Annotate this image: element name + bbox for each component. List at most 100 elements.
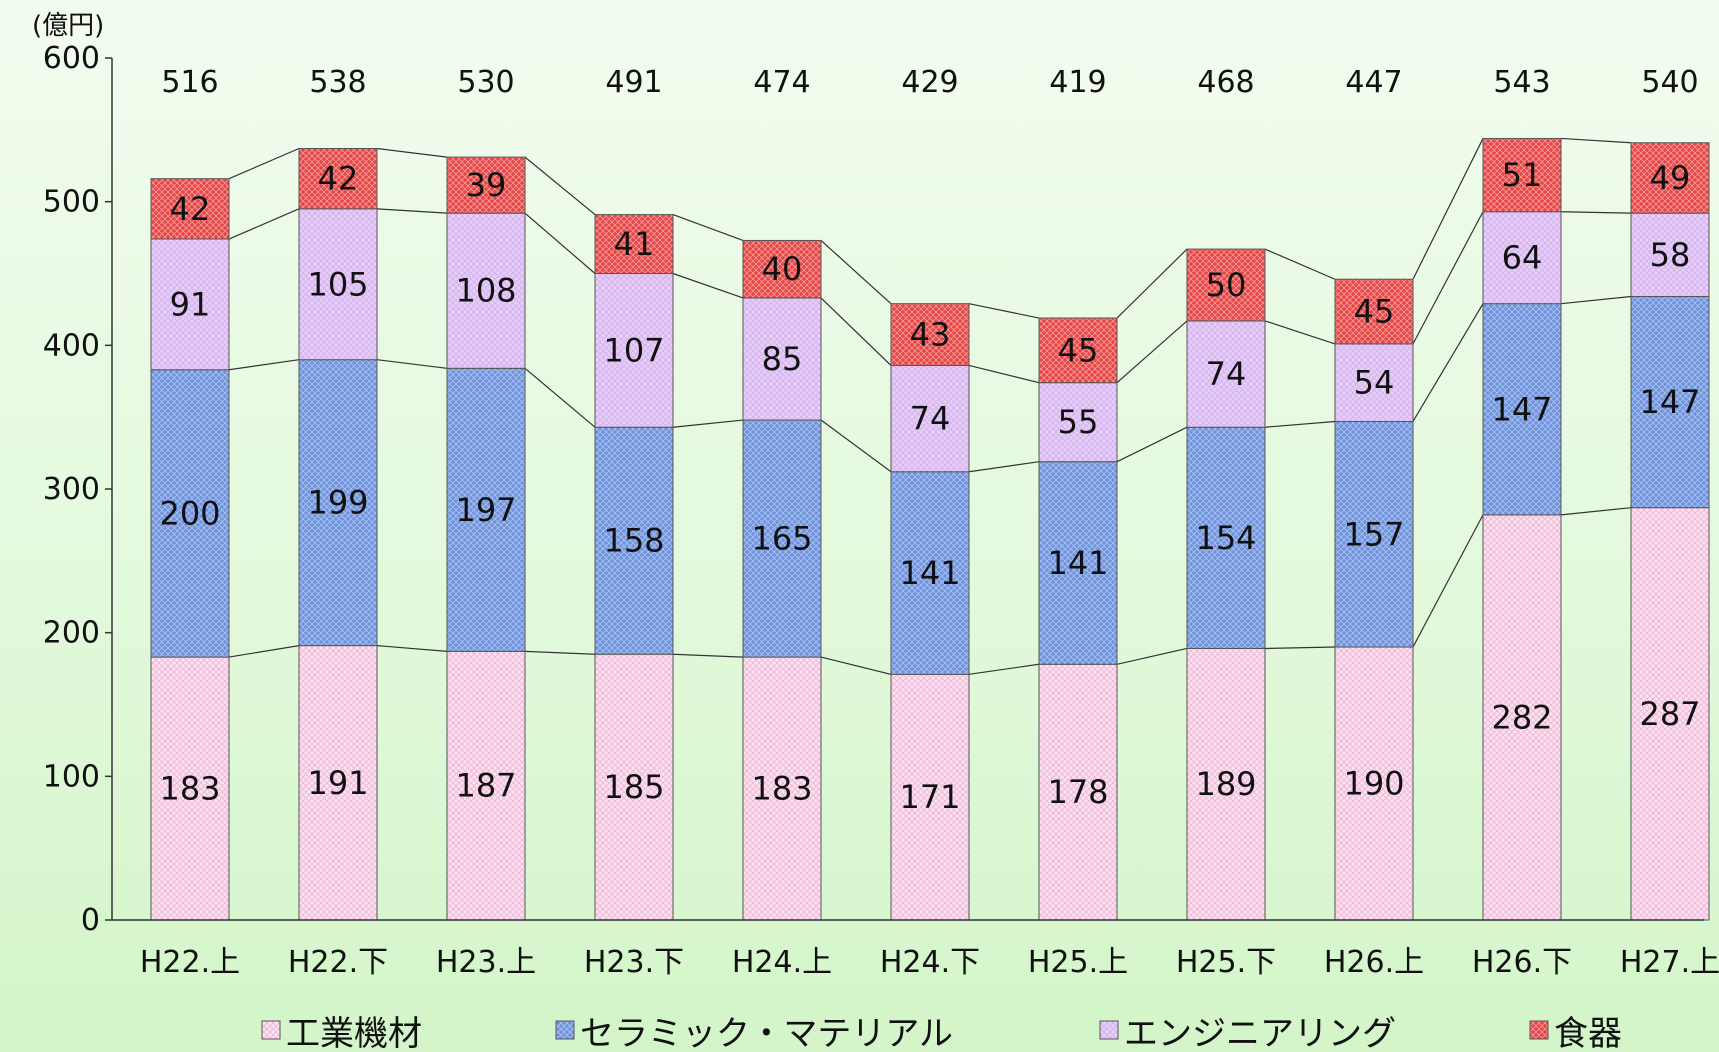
bar-segment [1186,426,1266,649]
y-unit-label: (億円) [32,11,104,41]
y-axis: 0 100 200 300 400 500 600 [43,41,113,938]
bar-value-label: 189 [1195,765,1256,803]
connector-line [968,303,1040,319]
bar-segment [1038,317,1118,384]
connector-line [376,147,448,158]
bar-value-label: 197 [455,491,516,529]
bar-segment [1482,303,1562,516]
legend-item: 食器 [1529,1014,1622,1052]
bar-segment [742,297,822,421]
legend-swatch [261,1020,281,1040]
bar-value-label: 45 [1354,293,1395,331]
bar-value-label: 171 [899,778,960,816]
connector-line [820,297,892,366]
bar-value-label: 45 [1058,331,1099,369]
legend-swatch [555,1020,575,1040]
connector-line [672,653,744,658]
y-tick-label: 0 [81,903,100,938]
connector-line [820,240,892,305]
bar-segment [1186,647,1266,921]
bar-segment [1334,420,1414,648]
legend-label: 食器 [1554,1014,1622,1052]
bar-value-label: 39 [466,166,507,204]
x-tick-label: H24.上 [732,945,832,980]
legend-item: 工業機材 [261,1014,422,1052]
connector-line [1264,646,1336,650]
bar-value-label: 141 [899,554,960,592]
legend-label: 工業機材 [286,1014,422,1052]
connector-line [1412,303,1484,422]
connector-line [672,214,744,242]
total-label: 491 [605,65,662,100]
connector-line [672,272,744,299]
x-tick-label: H27.上 [1620,945,1719,980]
connector-line [1412,514,1484,648]
bar-value-label: 199 [307,484,368,522]
connector-line [1264,420,1336,428]
connector-line [1264,248,1336,280]
bar-value-label: 147 [1491,390,1552,428]
bar-segment [1482,514,1562,921]
connector-line [228,359,300,371]
x-tick-label: H22.上 [140,945,240,980]
x-axis: H22.上 H22.下 H23.上 H23.下 H24.上 H24.下 H25.上 H25.下… [112,919,1719,980]
bar-value-label: 154 [1195,519,1256,557]
bar-value-label: 178 [1047,773,1108,811]
bar-value-label: 64 [1502,239,1543,277]
bar-value-label: 91 [170,285,211,323]
y-tick-label: 500 [43,185,100,220]
connector-line [1412,211,1484,345]
connector-line [1264,320,1336,345]
connector-line [376,359,448,369]
total-label: 530 [457,65,514,100]
series-connector-lines [228,137,1632,675]
total-label: 516 [161,65,218,100]
bar-value-label: 51 [1502,156,1543,194]
y-tick-label: 600 [43,41,100,76]
bar-value-label: 108 [455,272,516,310]
bar-value-label: 50 [1206,266,1247,304]
bar-value-label: 158 [603,522,664,560]
bar-segment [150,656,230,921]
connector-line [376,644,448,652]
total-label: 429 [901,65,958,100]
total-label: 447 [1345,65,1402,100]
x-tick-label: H23.下 [584,945,684,980]
bar-segment [298,208,378,361]
connector-line [1116,647,1188,665]
bar-segment [446,156,526,214]
x-tick-label: H23.上 [436,945,536,980]
bar-segment [594,273,674,428]
legend-item: セラミック・マテリアル [555,1014,953,1052]
bar-segment [1038,663,1118,921]
connector-line [228,147,300,180]
total-label: 419 [1049,65,1106,100]
bar-segment [1630,212,1710,297]
total-label: 474 [753,65,810,100]
bar-segment [1334,646,1414,921]
total-label: 468 [1197,65,1254,100]
connector-line [968,461,1040,473]
bar-segment [742,419,822,658]
bar-segment [1334,343,1414,422]
legend: 工業機材 セラミック・マテリアル エンジニアリング 食器 [261,1014,1622,1052]
bar-segment [594,214,674,274]
bar-value-label: 191 [307,764,368,802]
bar-segment [1038,382,1118,463]
connector-line [1116,248,1188,319]
bar-segment [446,212,526,369]
y-tick-label: 300 [43,472,100,507]
y-tick-label: 100 [43,759,100,794]
connector-line [968,364,1040,384]
x-tick-label: H26.下 [1472,945,1572,980]
bar-value-label: 55 [1058,403,1099,441]
bar-value-label: 190 [1343,765,1404,803]
bar-segment [150,238,230,371]
x-tick-label: H25.下 [1176,945,1276,980]
legend-item: エンジニアリング [1099,1014,1396,1052]
connector-line [1560,295,1632,305]
connector-line [1116,426,1188,463]
bar-value-label: 185 [603,768,664,806]
connector-line [524,650,596,655]
